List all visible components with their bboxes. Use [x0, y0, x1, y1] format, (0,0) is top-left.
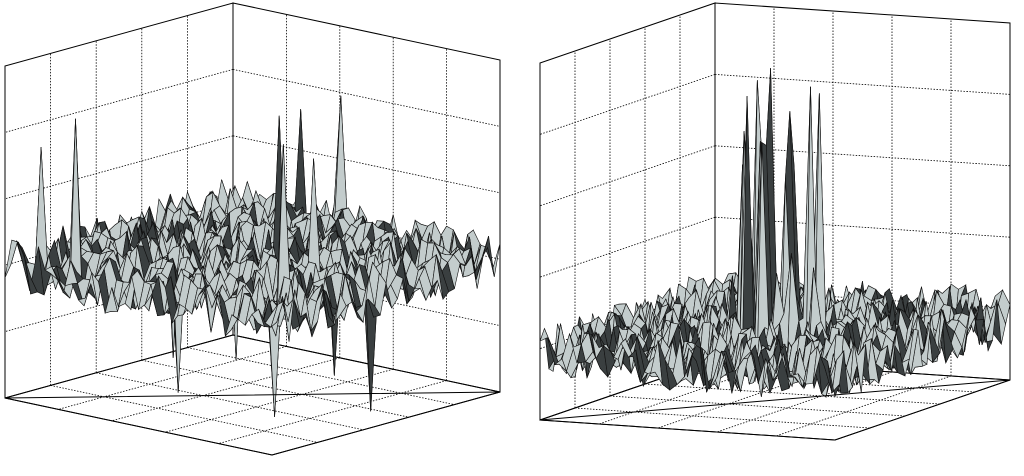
surface-facet	[264, 304, 278, 328]
grid-line	[232, 135, 501, 194]
grid-line	[644, 383, 941, 405]
grid-line	[58, 346, 287, 410]
grid-line	[141, 359, 409, 418]
surface-facet	[4, 239, 18, 278]
grid-line	[539, 216, 716, 278]
grid-line	[96, 372, 364, 431]
grid-line	[187, 347, 455, 405]
floor-front	[539, 379, 1011, 441]
surface-facet	[827, 361, 840, 398]
grid-line	[539, 74, 716, 135]
grid-line	[609, 395, 906, 417]
surface-plot	[4, 2, 501, 456]
grid-line	[232, 69, 501, 127]
grid-line	[165, 368, 394, 433]
surface-facet	[481, 236, 495, 277]
grid-line	[716, 371, 893, 433]
grid-line	[775, 375, 952, 437]
grid-line	[4, 69, 234, 133]
floor-front	[4, 391, 501, 456]
surface-plot	[539, 2, 1011, 441]
grid-line	[218, 380, 447, 444]
grid-line	[50, 385, 318, 443]
grid-line	[574, 407, 871, 429]
grid-line	[4, 135, 234, 200]
grid-line	[539, 145, 716, 207]
grid-line	[111, 357, 340, 422]
grid-line	[714, 74, 1011, 95]
